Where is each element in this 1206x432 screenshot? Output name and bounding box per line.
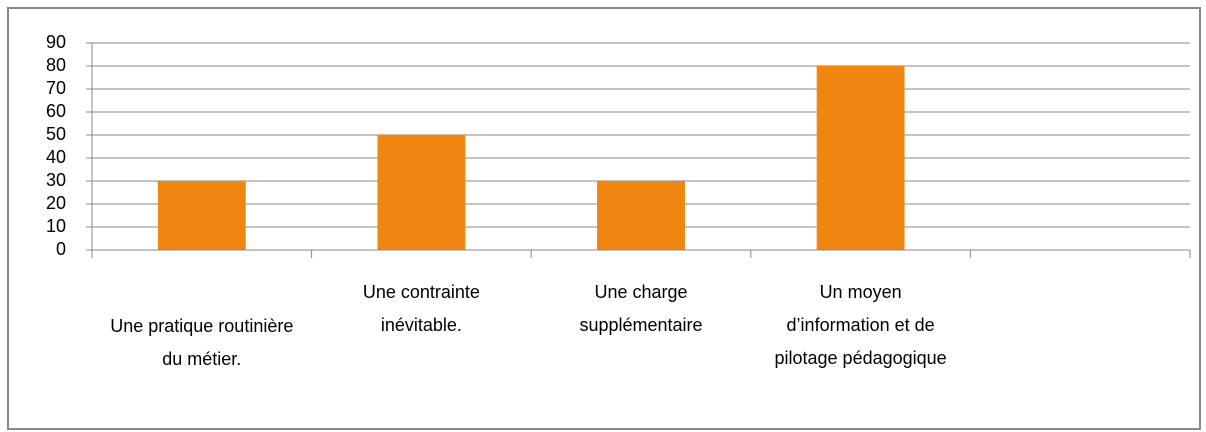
bar: [377, 135, 466, 250]
bar: [816, 66, 905, 250]
bar: [597, 181, 685, 250]
x-tick-label: Une charge supplémentaire: [579, 282, 703, 335]
y-tick-label: 30: [46, 170, 66, 190]
y-tick-label: 80: [46, 55, 66, 75]
y-tick-label: 0: [56, 239, 66, 259]
x-tick-label: Une contrainte inévitable.: [362, 282, 480, 335]
x-tick-label: Une pratique routinière du métier.: [110, 316, 294, 369]
y-tick-label: 20: [46, 193, 66, 213]
y-tick-label: 70: [46, 78, 66, 98]
bar: [157, 181, 246, 250]
y-tick-label: 60: [46, 101, 66, 121]
y-tick-label: 50: [46, 124, 66, 144]
y-tick-label: 90: [46, 32, 66, 52]
y-tick-label: 40: [46, 147, 66, 167]
x-tick-label: Un moyen d’information et de pilotage pé…: [774, 282, 947, 368]
y-tick-label: 10: [46, 216, 66, 236]
